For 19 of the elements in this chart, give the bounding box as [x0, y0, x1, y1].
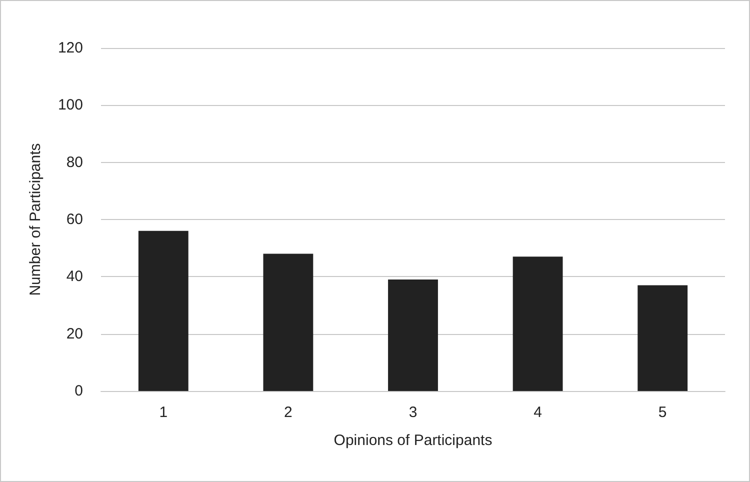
x-axis-title: Opinions of Participants — [334, 432, 492, 449]
y-tick-label: 20 — [66, 325, 83, 342]
y-tick-label: 0 — [74, 382, 83, 400]
x-tick-label: 4 — [534, 404, 542, 421]
y-tick-label: 120 — [58, 40, 83, 56]
y-tick-label: 100 — [58, 96, 83, 114]
bar — [638, 285, 688, 391]
x-tick-label: 3 — [408, 404, 418, 421]
y-tick-label: 60 — [66, 211, 83, 228]
y-tick-label: 80 — [66, 154, 83, 171]
y-axis-title: Number of Participants — [27, 143, 44, 296]
bar — [263, 254, 314, 391]
bar — [138, 230, 188, 391]
bar — [388, 280, 438, 391]
bar — [512, 256, 563, 391]
x-tick-label: 1 — [159, 404, 168, 421]
x-tick-label: 2 — [284, 404, 292, 421]
x-tick-label: 5 — [658, 404, 667, 421]
y-tick-label: 40 — [66, 268, 83, 286]
